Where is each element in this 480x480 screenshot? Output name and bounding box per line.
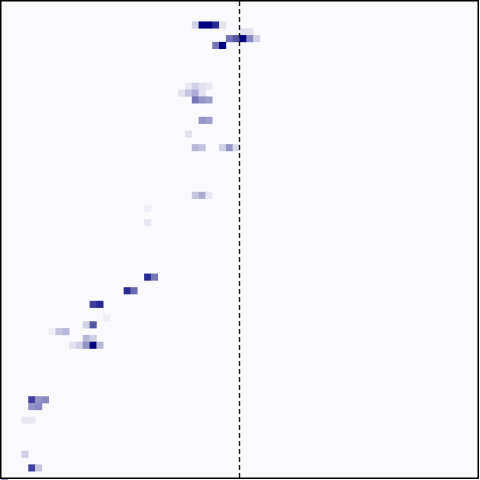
heatmap-cell-52 [69,341,77,349]
heatmap-cell-43 [96,300,104,308]
heatmap-cell-32 [232,144,240,152]
heatmap-cell-15 [191,82,199,90]
heatmap-cell-49 [89,321,97,329]
heatmap-cell-6 [246,28,254,36]
heatmap-cell-53 [75,341,84,349]
heatmap-cell-40 [123,287,131,295]
heatmap-cell-37 [144,219,152,227]
heatmap-cell-50 [82,334,90,343]
heatmap-cell-61 [35,403,43,411]
heatmap-cell-60 [28,403,36,411]
heatmap-cell-20 [191,89,199,97]
heatmap-cell-26 [205,116,213,124]
heatmap-cell-55 [89,341,97,349]
heatmap-cell-13 [219,41,227,49]
heatmap-cell-7 [225,35,233,43]
heatmap-cell-63 [28,416,36,424]
heatmap-cell-24 [205,96,213,104]
heatmap-cell-41 [130,287,138,295]
heatmap-cell-36 [144,205,152,213]
heatmap-cell-3 [212,21,220,29]
heatmap-cell-66 [35,464,43,472]
heatmap-cell-56 [96,341,104,349]
heatmap-cell-38 [144,273,152,281]
heatmap-cell-54 [82,341,90,349]
heatmap-cell-10 [246,35,254,43]
heatmap-cell-51 [89,334,97,343]
heatmap-cell-45 [48,328,56,336]
heatmap-cell-35 [205,191,213,199]
heatmap-cell-2 [205,21,213,29]
heatmap-cell-42 [89,300,97,308]
heatmap-cell-46 [55,328,63,336]
heatmap-cell-64 [21,450,29,458]
heatmap-cell-62 [21,416,29,424]
heatmap-cell-33 [191,191,199,199]
heatmap-cell-39 [150,273,159,281]
heatmap-cell-22 [191,96,199,104]
heatmap-cell-4 [219,21,227,29]
heatmap-cell-23 [198,96,206,104]
heatmap-cell-25 [198,116,206,124]
heatmap-cell-5 [239,28,247,36]
heatmap-cell-58 [35,396,43,404]
heatmap-cell-1 [198,21,206,29]
heatmap-cell-17 [205,82,213,90]
heatmap-cell-48 [82,321,90,329]
heatmap-cell-57 [28,396,36,404]
heatmap-cell-27 [184,130,193,138]
heatmap-cell-16 [198,82,206,90]
heatmap-cell-44 [103,314,111,322]
heatmap-cell-29 [198,144,206,152]
heatmap-cell-18 [178,89,186,97]
heatmap-cell-34 [198,191,206,199]
heatmap-cell-8 [232,35,240,43]
heatmap-cell-59 [41,396,49,404]
heatmap-cell-0 [191,21,199,29]
heatmap-cell-19 [184,89,193,97]
heatmap-cell-9 [239,35,247,43]
heatmap-cell-11 [253,35,261,43]
heatmap-cell-65 [28,464,36,472]
heatmap-cell-14 [184,82,193,90]
heatmap-cell-47 [62,328,70,336]
heatmap-cell-28 [191,144,199,152]
heatmap-cell-30 [219,144,227,152]
heatmap-cell-31 [225,144,233,152]
heatmap-cells [1,21,261,480]
heatmap-cell-12 [212,41,220,49]
heatmap-cell-21 [198,89,206,97]
